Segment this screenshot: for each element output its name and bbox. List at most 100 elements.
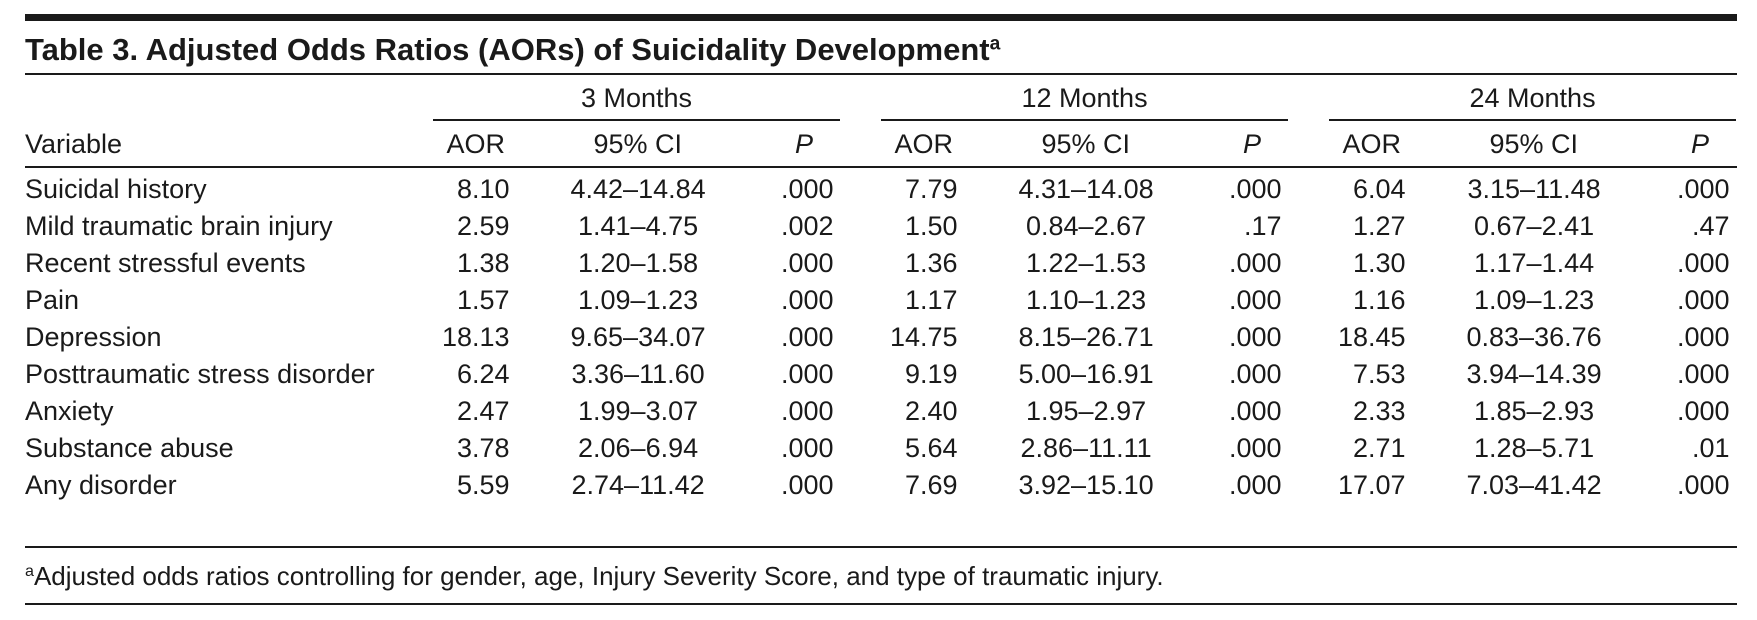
cell: 3.94–14.39 [1466,359,1602,389]
bottom-rule [25,603,1737,605]
cell: .000 [1677,285,1730,315]
cell: .01 [1692,433,1730,463]
column-header: 95% CI [593,129,683,159]
row-label: Suicidal history [25,174,207,204]
cell: 1.27 [1353,211,1406,241]
cell: 2.86–11.11 [1020,433,1152,463]
cell: 2.74–11.42 [571,470,705,500]
cell: .000 [1677,248,1730,278]
column-header: AOR [1342,129,1402,159]
cell: 6.24 [457,359,510,389]
row-label: Mild traumatic brain injury [25,211,333,241]
cell: .000 [1677,174,1730,204]
cell: 3.36–11.60 [571,359,705,389]
row-label: Pain [25,285,80,315]
row-label: Depression [25,322,162,352]
cell: 2.40 [905,396,958,426]
cell: 1.57 [457,285,510,315]
cell: .000 [1229,285,1282,315]
column-header: AOR [894,129,954,159]
cell: 1.10–1.23 [1026,285,1147,315]
cell: .000 [1229,433,1282,463]
cell: 14.75 [890,322,958,352]
cell: 9.65–34.07 [570,322,706,352]
group-header: 3 Months [581,83,693,113]
column-header: P [1691,129,1710,159]
cell: .000 [781,174,834,204]
cell: .000 [781,470,834,500]
row-label: Posttraumatic stress disorder [25,359,375,389]
header-rule [25,166,1737,168]
cell: 17.07 [1338,470,1406,500]
cell: 4.31–14.08 [1018,174,1154,204]
variable-header: Variable [25,129,123,159]
cell: .002 [781,211,834,241]
group-header: 12 Months [1021,83,1148,113]
column-header: AOR [446,129,506,159]
cell: 7.69 [905,470,958,500]
group-header: 24 Months [1469,83,1596,113]
cell: .000 [781,359,834,389]
cell: 1.50 [905,211,958,241]
column-header: P [1243,129,1262,159]
cell: 0.84–2.67 [1026,211,1147,241]
title-text: Table 3. Adjusted Odds Ratios (AORs) of … [25,32,990,67]
cell: 1.85–2.93 [1474,396,1595,426]
cell: .17 [1244,211,1282,241]
cell: 1.17 [905,285,958,315]
cell: 1.16 [1353,285,1406,315]
cell: 8.15–26.71 [1018,322,1154,352]
cell: 1.09–1.23 [578,285,699,315]
cell: 1.36 [905,248,958,278]
cell: .000 [781,433,834,463]
cell: .000 [1677,359,1730,389]
cell: 18.45 [1338,322,1406,352]
cell: 2.33 [1353,396,1406,426]
cell: 4.42–14.84 [570,174,706,204]
cell: .000 [781,248,834,278]
cell: 5.64 [905,433,958,463]
cell: 1.09–1.23 [1474,285,1595,315]
cell: 3.15–11.48 [1467,174,1601,204]
column-header: 95% CI [1489,129,1579,159]
cell: 7.79 [905,174,958,204]
body-rule [25,546,1737,548]
cell: .000 [1677,470,1730,500]
column-header: P [795,129,814,159]
title-rule [25,73,1737,75]
cell: 7.03–41.42 [1466,470,1602,500]
cell: 0.83–36.76 [1466,322,1602,352]
cell: 6.04 [1353,174,1406,204]
cell: 1.41–4.75 [578,211,699,241]
table-title: Table 3. Adjusted Odds Ratios (AORs) of … [25,30,1000,70]
cell: .000 [1677,396,1730,426]
cell: .000 [781,285,834,315]
cell: 7.53 [1353,359,1406,389]
cell: 8.10 [457,174,510,204]
cell: 3.92–15.10 [1018,470,1154,500]
cell: 5.59 [457,470,510,500]
footnote: aAdjusted odds ratios controlling for ge… [25,558,1164,595]
cell: .000 [1229,322,1282,352]
cell: 3.78 [457,433,510,463]
cell: .000 [1229,470,1282,500]
cell: 1.38 [457,248,510,278]
cell: 2.59 [457,211,510,241]
cell: 2.06–6.94 [578,433,699,463]
group-rule [1329,119,1736,121]
cell: 2.47 [457,396,510,426]
cell: 1.30 [1353,248,1406,278]
cell: 0.67–2.41 [1474,211,1595,241]
group-rule [433,119,840,121]
cell: 5.00–16.91 [1018,359,1154,389]
cell: 2.71 [1353,433,1406,463]
row-label: Any disorder [25,470,177,500]
footnote-text: Adjusted odds ratios controlling for gen… [33,561,1164,591]
cell: .000 [1229,396,1282,426]
cell: 1.22–1.53 [1026,248,1147,278]
row-label: Anxiety [25,396,114,426]
column-header: 95% CI [1041,129,1131,159]
cell: 18.13 [442,322,510,352]
